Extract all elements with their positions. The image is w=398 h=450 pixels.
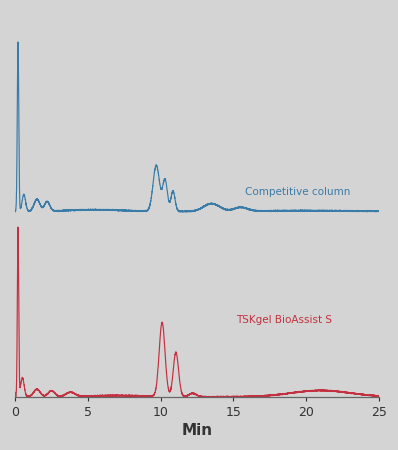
Text: Competitive column: Competitive column [245,187,350,198]
Text: TSKgel BioAssist S: TSKgel BioAssist S [236,315,332,324]
X-axis label: Min: Min [181,423,213,438]
